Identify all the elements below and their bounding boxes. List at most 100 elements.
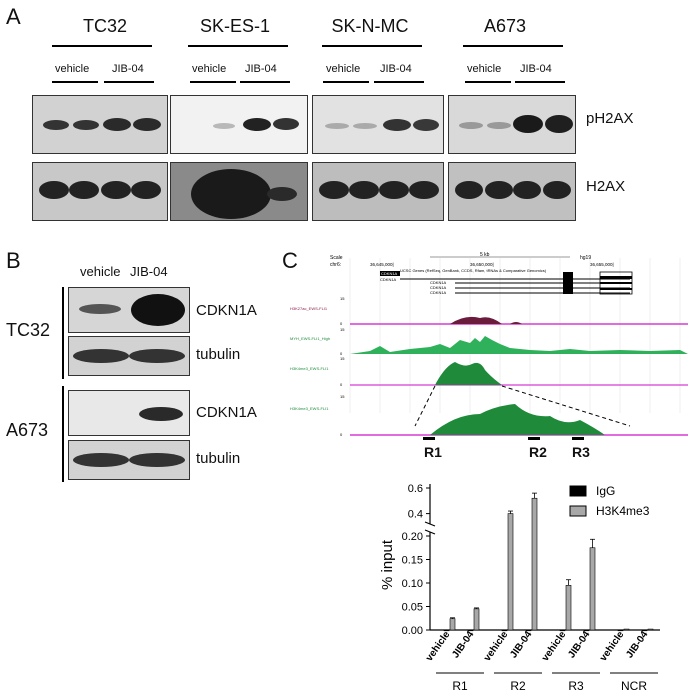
- bar-h3k4me3: [473, 608, 480, 631]
- bar-h3k4me3: [449, 618, 456, 631]
- chip-bar-chart: % input 0.6 0.4 0.20 0.15 0.10 0.05 0.00 vehic…: [379, 483, 660, 693]
- blot-h2ax-sk-n-mc: [312, 162, 444, 221]
- y-tick-label: 0.00: [402, 625, 423, 637]
- treatment-label: vehicle: [326, 63, 361, 75]
- treatment-bar: [323, 81, 369, 83]
- group-label-tc32: TC32: [6, 320, 51, 340]
- legend-swatch-igg: [569, 485, 587, 497]
- treatment-tick-label: vehicle: [598, 629, 627, 663]
- group-label-a673: A673: [6, 420, 49, 440]
- blot-ph2ax-a673: [448, 95, 576, 154]
- bar-h3k4me3: [589, 547, 596, 631]
- legend-swatch-h3k4me3: [569, 505, 587, 517]
- bar-h3k4me3: [531, 497, 538, 631]
- axis-break: [424, 529, 436, 535]
- bar-igg: [583, 629, 590, 632]
- y-tick-label: 0.05: [402, 602, 423, 614]
- legend-label-igg: IgG: [596, 484, 615, 498]
- track-tick: 0: [340, 382, 343, 387]
- blot-h2ax-tc32: [32, 162, 168, 221]
- track-label: MYH_EWS-FLI1_High: [290, 336, 330, 341]
- bar-igg: [443, 629, 450, 632]
- treatment-bar: [240, 81, 290, 83]
- track-tick: 15: [340, 327, 345, 332]
- track-label: H3K27ac_EWS-FLI1: [290, 306, 328, 311]
- y-tick-label: 0.6: [408, 483, 423, 495]
- region-label-r2: R2: [529, 444, 547, 460]
- blot-h2ax-a673: [448, 162, 576, 221]
- bar-h3k4me3: [647, 628, 654, 631]
- bar-h3k4me3: [507, 513, 514, 631]
- treatment-label: vehicle: [467, 63, 502, 75]
- blot-tubulin-a673: [68, 440, 190, 480]
- blot-tubulin-tc32: [68, 336, 190, 376]
- group-label: R2: [510, 679, 526, 693]
- treatment-tick-label: JIB-04: [566, 629, 592, 660]
- y-tick-label: 0.15: [402, 555, 423, 567]
- y-axis-label: % input: [379, 539, 396, 590]
- browser-genome: hg19: [580, 255, 591, 261]
- panel-c-letter: C: [282, 248, 298, 273]
- group-label: NCR: [621, 679, 647, 693]
- cell-line-a673: A673: [483, 16, 527, 36]
- treatment-tick-label: vehicle: [424, 629, 453, 663]
- bar-igg: [467, 629, 474, 632]
- group-label: R3: [568, 679, 584, 693]
- treatment-label: JIB-04: [112, 63, 144, 75]
- bar-h3k4me3: [623, 628, 630, 631]
- region-label-r3: R3: [572, 444, 590, 460]
- blot-ph2ax-tc32: [32, 95, 168, 154]
- group-label: R1: [452, 679, 468, 693]
- bar-igg: [559, 629, 566, 632]
- group-bracket: [62, 287, 64, 379]
- cell-line-bar: [463, 45, 563, 47]
- treatment-label: JIB-04: [130, 264, 168, 279]
- treatment-label: vehicle: [80, 264, 121, 279]
- browser-scale-bar: 5 kb: [480, 252, 490, 258]
- treatment-label: JIB-04: [520, 63, 552, 75]
- region-label-r1: R1: [424, 444, 442, 460]
- browser-chr-label: chr6:: [330, 262, 341, 268]
- cell-line-bar: [52, 45, 152, 47]
- cell-line-sk-es-1: SK-ES-1: [199, 16, 271, 36]
- treatment-bar: [374, 81, 424, 83]
- track-label: H3K4me3_EWS-FLI1: [290, 406, 329, 411]
- protein-label-cdkn1a: CDKN1A: [196, 404, 257, 421]
- y-tick-label: 0.20: [402, 531, 423, 543]
- track-tick: 0: [340, 432, 343, 437]
- treatment-label: vehicle: [55, 63, 90, 75]
- browser-scale-label: Scale: [330, 255, 343, 261]
- bar-h3k4me3: [565, 585, 572, 631]
- treatment-label: JIB-04: [245, 63, 277, 75]
- y-tick-label: 0.10: [402, 578, 423, 590]
- cell-line-bar: [322, 45, 422, 47]
- y-tick-label: 0.4: [408, 509, 423, 521]
- track-tick: 15: [340, 296, 345, 301]
- browser-coord: 36,655,000|: [590, 262, 614, 267]
- bar-igg: [525, 629, 532, 632]
- treatment-tick-label: vehicle: [482, 629, 511, 663]
- protein-label-tubulin: tubulin: [196, 346, 241, 363]
- track-tick: 0: [340, 351, 343, 356]
- genome-browser: Scale chr6: 5 kb hg19 36,645,000| 36,650…: [290, 252, 688, 437]
- blot-h2ax-sk-es-1: [170, 162, 308, 221]
- track-tick: 0: [340, 321, 343, 326]
- legend-label-h3k4me3: H3K4me3: [596, 504, 650, 518]
- bar-igg: [617, 629, 624, 632]
- treatment-label: JIB-04: [380, 63, 412, 75]
- protein-label-tubulin: tubulin: [196, 450, 241, 467]
- treatment-tick-label: JIB-04: [450, 629, 476, 660]
- treatment-bar: [190, 81, 236, 83]
- region-marker: [572, 437, 584, 440]
- treatment-bar: [465, 81, 511, 83]
- track-tick: 15: [340, 356, 345, 361]
- treatment-tick-label: JIB-04: [624, 629, 650, 660]
- blot-cdkn1a-tc32: [68, 287, 190, 333]
- gene-name: CDKN1A: [430, 280, 447, 285]
- axis-break: [424, 521, 436, 527]
- blot-ph2ax-sk-es-1: [170, 95, 308, 154]
- gene-name: CDKN1A: [381, 271, 398, 276]
- gene-name: CDKN1A: [430, 290, 447, 295]
- treatment-bar: [515, 81, 565, 83]
- protein-label-ph2ax: pH2AX: [586, 110, 634, 127]
